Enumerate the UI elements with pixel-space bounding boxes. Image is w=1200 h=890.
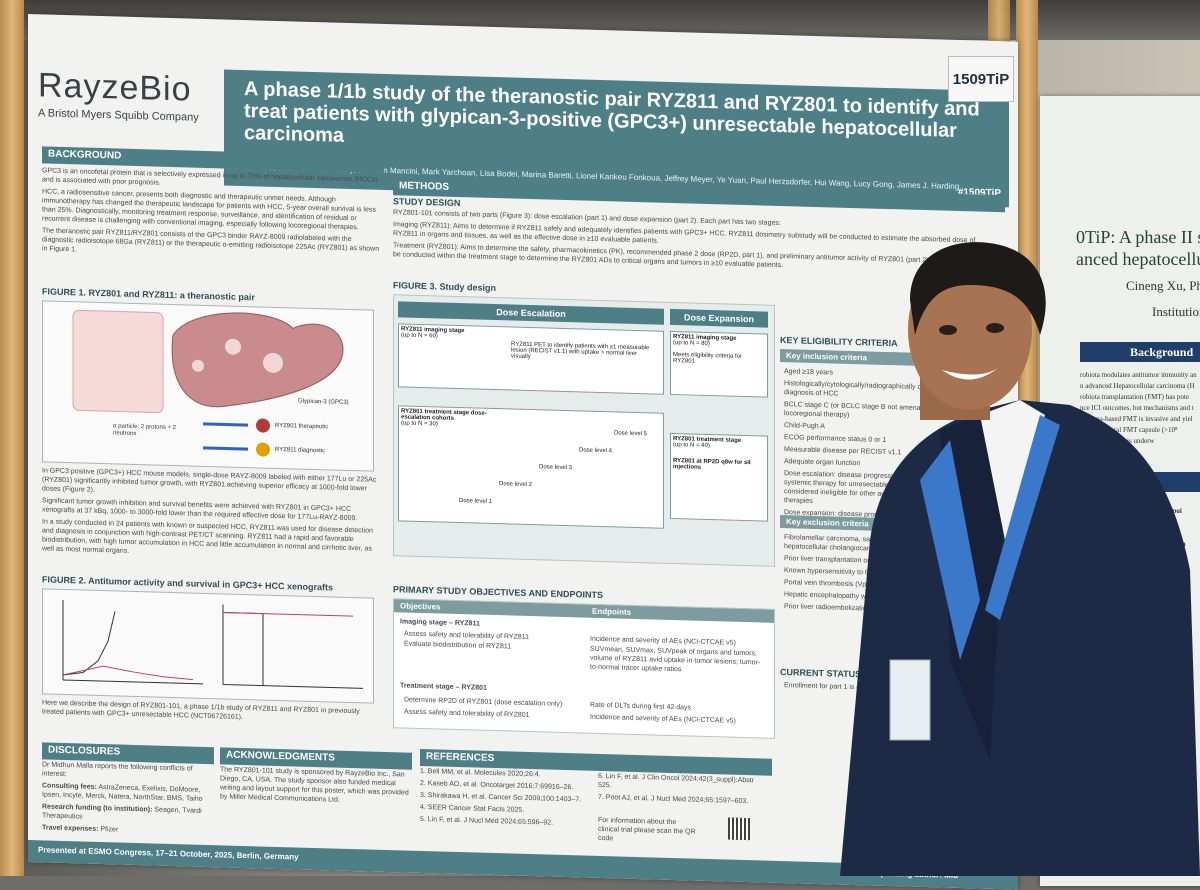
dose-level: Dose level 5: [614, 430, 648, 438]
background-bullet: HCC, a radiosensitive cancer, presents b…: [42, 188, 376, 232]
figure2-panel: [42, 588, 374, 704]
reference-item: 6. Lin F, et al. J Clin Oncol 2024;42(3_…: [598, 772, 755, 790]
consulting-label: Consulting fees:: [42, 782, 97, 791]
background-text: GPC3 is an oncofetal protein that is sel…: [42, 166, 382, 265]
exp-treatment-box: RYZ801 treatment stage (up to N = 40) RY…: [670, 432, 768, 522]
neighbor-text-line: robiota modulates antitumor immunity an: [1080, 371, 1197, 379]
dose-expansion-band: Dose Expansion: [670, 308, 768, 328]
alpha-note: α particle: 2 protons + 2 neutrons: [113, 423, 177, 438]
rayzebio-logo: RayzeBio A Bristol Myers Squibb Company: [38, 66, 228, 151]
reference-item: 3. Shirakawa H, et al. Cancer Sci 2009;1…: [420, 791, 582, 804]
reference-item: 4. SEER Cancer Stat Facts 2025.: [420, 803, 525, 814]
objectives-heading: PRIMARY STUDY OBJECTIVES AND ENDPOINTS: [393, 584, 604, 601]
exp-meets: Meets eligibility criteria for RYZ801: [673, 352, 743, 365]
left-wooden-beam: [0, 0, 24, 876]
background-bullet: The theranostic pair RYZ811/RYZ801 consi…: [42, 227, 380, 254]
results-bullet: In a study conducted in 24 patients with…: [42, 518, 373, 555]
poster-title: A phase 1/1b study of the theranostic pa…: [244, 78, 980, 147]
neighbor-institution: Institution: [1152, 304, 1200, 319]
diagnostic-label: RYZ811 diagnostic: [275, 446, 326, 455]
therapeutic-label: RYZ801 therapeutic: [275, 422, 329, 431]
reference-item: 2. Kaseb AO, et al. Oncotarget 2016;7:69…: [420, 779, 574, 792]
treatment-objective: Assess safety and tolerability of RYZ801: [404, 708, 530, 720]
neighbor-text-line: nce ICI outcomes, but mechanisms and t: [1080, 404, 1194, 412]
endpoints-col-head: Endpoints: [586, 604, 774, 623]
neighbor-author: Cineng Xu, Ph: [1126, 278, 1200, 293]
footer-presented: Presented at ESMO Congress, 17–21 Octobe…: [38, 845, 299, 862]
disclosures-text: Dr Midhun Malla reports the following co…: [42, 760, 212, 840]
figure2-charts: [62, 599, 363, 689]
objectives-table: Objectives Endpoints Imaging stage – RYZ…: [393, 598, 775, 739]
objectives-col-head: Objectives: [394, 599, 586, 618]
dose-level: Dose level 2: [499, 481, 533, 489]
results-text: In GPC3 positive (GPC3+) HCC mouse model…: [42, 466, 382, 565]
main-poster: RayzeBio A Bristol Myers Squibb Company …: [28, 14, 1018, 890]
poster-number-badge: 1509TiP: [948, 56, 1014, 102]
figure3-panel: Dose Escalation Dose Expansion RYZ811 im…: [393, 294, 775, 567]
exp-rp2d: RYZ801 at RP2D q8w for ≤4 injections: [673, 458, 751, 471]
exp-imaging-box: RYZ811 imaging stage (up to N = 80) Meet…: [670, 330, 768, 398]
reference-item: 5. Lin F, et al. J Nucl Med 2024;65:596–…: [420, 815, 554, 827]
neighbor-text-line: s enema-based FMT is invasive and yiel: [1080, 415, 1193, 423]
dose-level: Dose level 3: [539, 464, 573, 472]
qr-note: For information about the clinical trial…: [598, 816, 696, 843]
logo-subtitle: A Bristol Myers Squibb Company: [38, 107, 199, 124]
study-design-heading: STUDY DESIGN: [393, 196, 461, 209]
neighbor-background-heading: Background: [1080, 342, 1200, 362]
neighbor-text-line: robiota transplantation (FMT) has pote: [1080, 393, 1189, 401]
gpc3-label: Glypican-3 (GPC3): [298, 398, 349, 406]
references-list-a: 1. Bell MM, et al. Molecules 2020;26:4. …: [420, 767, 590, 832]
neighbor-title-line1: 0TiP: A phase II s: [1076, 227, 1200, 247]
dose-level: Dose level 4: [579, 447, 613, 455]
esc-treatment-box: RYZ801 treatment stage dose-escalation c…: [398, 405, 664, 529]
neighbor-text-line: n advanced Hepatocellular carcinoma (H: [1080, 382, 1195, 390]
treatment-stage: Treatment stage – RYZ801: [400, 682, 487, 692]
travel-list: Pfizer: [100, 826, 119, 834]
dose-level: Dose level 1: [459, 498, 493, 505]
figure1-panel: Glypican-3 (GPC3) RYZ801 therapeutic RYZ…: [42, 300, 374, 472]
esc-pet-text: RYZ811 PET to identify patients with ≥1 …: [511, 341, 650, 361]
figure3-title: FIGURE 3. Study design: [393, 280, 497, 294]
logo-brand: RayzeBio: [38, 66, 192, 109]
neighbor-title: 0TiP: A phase II s anced hepatocellu: [1076, 226, 1200, 270]
dose-escalation-band: Dose Escalation: [398, 301, 664, 325]
reference-item: 7. Poot AJ, et al. J Nucl Med 2024;65:15…: [598, 793, 749, 806]
travel-label: Travel expenses:: [42, 824, 99, 833]
figure1-title: FIGURE 1. RYZ801 and RYZ811: a theranost…: [42, 286, 255, 303]
acknowledgments-text: The RYZ801-101 study is sponsored by Ray…: [220, 766, 409, 804]
imaging-endpoint: SUVmean, SUVmax, SUVpeak of organs and t…: [590, 645, 761, 674]
presenter-person: [840, 242, 1200, 876]
neighbor-title-line2: anced hepatocellu: [1076, 249, 1200, 269]
disclosures-intro: Dr Midhun Malla reports the following co…: [42, 761, 193, 779]
figure1-illustration: [72, 309, 344, 457]
neighbor-text-line: a patented oral FMT capsule (>10⁸: [1080, 426, 1178, 434]
imaging-stage: Imaging stage – RYZ811: [400, 618, 480, 628]
qr-code-icon: [728, 817, 750, 841]
esc-imaging-box: RYZ811 imaging stage (up to N = 60) RYZ8…: [398, 323, 664, 395]
treatment-endpoint: Incidence and severity of AEs (NCI-CTCAE…: [590, 713, 736, 725]
